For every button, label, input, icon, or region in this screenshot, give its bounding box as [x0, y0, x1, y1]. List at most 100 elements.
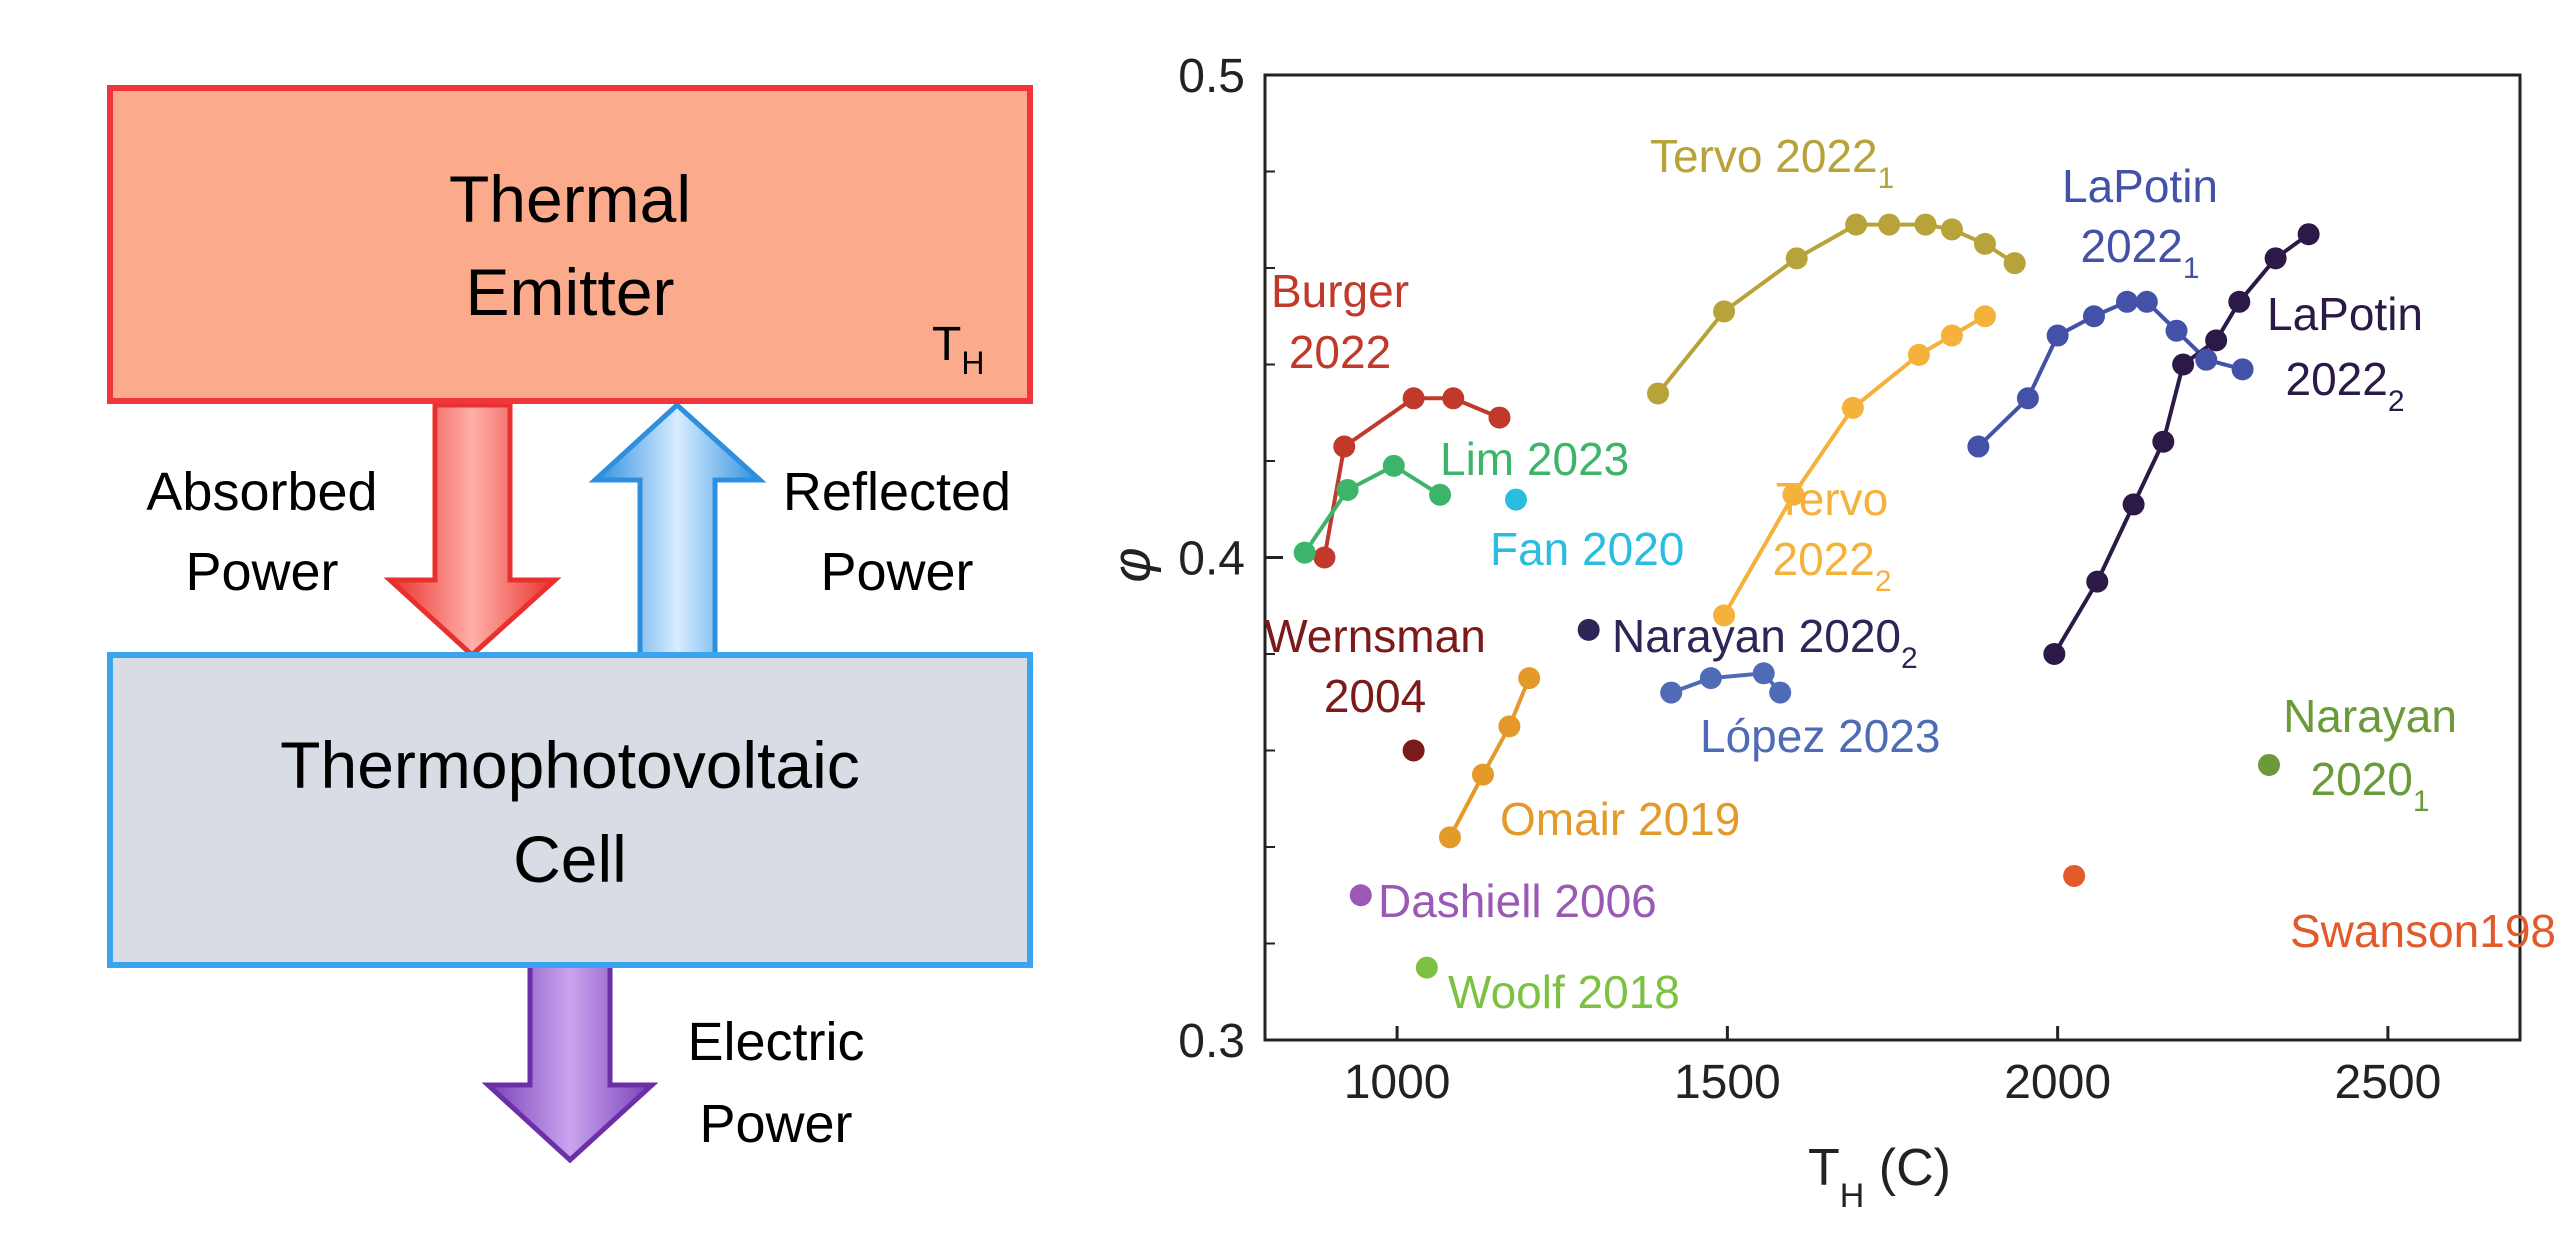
- y-axis-label: φ: [1102, 547, 1162, 582]
- series-label: 20221: [2080, 220, 2199, 285]
- data-point: [1940, 218, 1963, 241]
- series-line: [1670, 671, 1782, 695]
- data-point: [2122, 493, 2145, 516]
- electric-label-line1: Electric: [687, 1012, 864, 1072]
- emitter-temp-main: T: [932, 318, 961, 371]
- data-point: [1647, 382, 1670, 405]
- series-label: Fan 2020: [1490, 523, 1684, 575]
- data-point: [1940, 324, 1963, 347]
- data-point: [1498, 715, 1521, 738]
- series-points: [1293, 213, 2320, 979]
- thermal-emitter-box: [107, 85, 1033, 404]
- reflected-label-line2: Power: [820, 542, 973, 602]
- emitter-temp-sub: H: [961, 345, 984, 381]
- emitter-label-line2: Emitter: [465, 255, 674, 329]
- reflected-power-arrow: [588, 401, 767, 658]
- data-point: [2043, 643, 2066, 665]
- x-tick-label: 2500: [2335, 1056, 2442, 1109]
- y-tick-label: 0.4: [1178, 533, 1245, 586]
- electric-power-arrow: [481, 962, 659, 1164]
- absorbed-power-arrow: [383, 402, 562, 659]
- data-point: [1907, 343, 1930, 366]
- data-point: [1313, 546, 1336, 569]
- x-axis-label-sub: H: [1840, 1177, 1865, 1215]
- series-label-main: 2020: [2310, 753, 2412, 805]
- data-point: [2165, 319, 2188, 342]
- data-point: [1914, 213, 1937, 236]
- data-point: [2086, 570, 2109, 593]
- data-point: [1402, 739, 1425, 762]
- data-point: [1293, 541, 1316, 564]
- emitter-label-line1: Thermal: [449, 162, 691, 236]
- electric-label-line2: Power: [699, 1094, 852, 1154]
- series-label: Swanson1980: [2290, 905, 2556, 957]
- series-label-main: 2022: [2285, 353, 2387, 405]
- series-label: Narayan 20202: [1612, 610, 1918, 675]
- series-label: 2004: [1324, 670, 1426, 722]
- series-label-main: Narayan 2020: [1612, 610, 1901, 662]
- y-tick-label: 0.3: [1178, 1015, 1245, 1068]
- y-tick-label: 0.5: [1178, 50, 1245, 103]
- series-label: Burger: [1271, 265, 1409, 317]
- data-point: [1336, 478, 1359, 501]
- data-point: [1333, 435, 1356, 458]
- data-point: [2258, 753, 2280, 776]
- series-label: 20222: [1772, 533, 1891, 598]
- data-point: [1415, 956, 1438, 979]
- data-point: [1442, 387, 1465, 410]
- series-label-subscript: 2: [1875, 565, 1892, 598]
- data-point: [1505, 488, 1527, 511]
- data-point: [1967, 435, 1990, 458]
- data-point: [1973, 305, 1996, 328]
- series-line: [1302, 463, 1442, 554]
- series-line: [1977, 299, 2244, 448]
- data-point: [2016, 387, 2039, 410]
- data-point: [2228, 290, 2251, 313]
- series-label-main: 2022: [1772, 533, 1874, 585]
- data-point: [2046, 324, 2069, 347]
- x-axis-label-main: T: [1808, 1139, 1840, 1197]
- data-point: [2082, 305, 2105, 328]
- data-point: [2172, 353, 2195, 376]
- x-axis-label-unit: (C): [1864, 1139, 1951, 1197]
- series-label: López 2023: [1700, 710, 1940, 762]
- data-point: [1841, 396, 1864, 419]
- data-point: [1769, 681, 1792, 704]
- series-label: LaPotin: [2267, 288, 2423, 340]
- series-line: [1656, 222, 2016, 395]
- series-label-subscript: 1: [1878, 162, 1895, 195]
- data-point: [1782, 483, 1805, 506]
- x-axis-label: TH (C): [1808, 1139, 1951, 1215]
- series-label: Omair 2019: [1500, 793, 1740, 845]
- series-label: 2022: [1289, 326, 1391, 378]
- data-point: [1438, 826, 1461, 849]
- series-label: 20201: [2310, 753, 2429, 818]
- series-label: Wernsman: [1264, 610, 1486, 662]
- data-point: [2205, 329, 2228, 352]
- x-tick-label: 2000: [2004, 1056, 2111, 1109]
- x-tick-label: 1500: [1674, 1056, 1781, 1109]
- data-point: [1577, 618, 1600, 641]
- data-point: [2003, 252, 2026, 275]
- data-point: [2297, 223, 2320, 246]
- tpv-cell-box: [107, 652, 1033, 968]
- data-point: [2264, 247, 2287, 270]
- series-line: [1448, 677, 1532, 839]
- series-label: Lim 2023: [1440, 433, 1629, 485]
- data-point: [1471, 763, 1494, 786]
- data-point: [2152, 430, 2175, 453]
- reflected-label-line1: Reflected: [783, 462, 1011, 522]
- series-label-main: 2022: [2080, 220, 2182, 272]
- data-point: [1349, 884, 1372, 907]
- data-point: [1973, 232, 1996, 255]
- cell-label-line1: Thermophotovoltaic: [280, 728, 860, 802]
- series-label: LaPotin: [2062, 160, 2218, 212]
- data-point: [1518, 667, 1541, 690]
- data-point: [1752, 662, 1775, 685]
- data-point: [1699, 667, 1722, 690]
- data-point: [1382, 454, 1405, 477]
- series-label-subscript: 1: [2413, 785, 2430, 818]
- data-point: [1488, 406, 1511, 429]
